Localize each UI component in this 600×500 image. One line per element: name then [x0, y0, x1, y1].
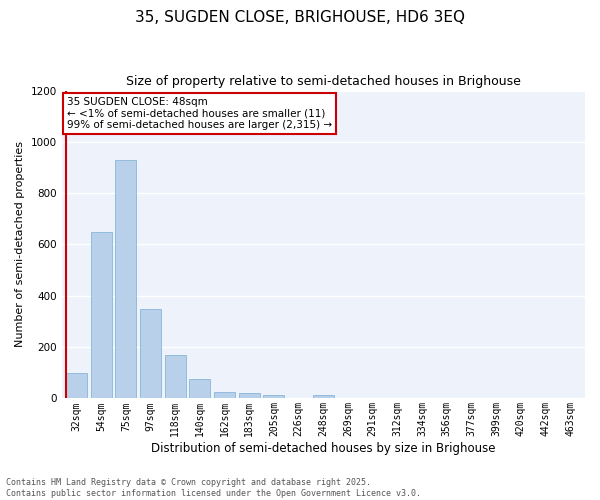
Bar	[91, 232, 112, 398]
Bar	[115, 160, 136, 398]
Text: 35 SUGDEN CLOSE: 48sqm
← <1% of semi-detached houses are smaller (11)
99% of sem: 35 SUGDEN CLOSE: 48sqm ← <1% of semi-det…	[67, 96, 332, 130]
Text: 35, SUGDEN CLOSE, BRIGHOUSE, HD6 3EQ: 35, SUGDEN CLOSE, BRIGHOUSE, HD6 3EQ	[135, 10, 465, 25]
Text: Contains HM Land Registry data © Crown copyright and database right 2025.
Contai: Contains HM Land Registry data © Crown c…	[6, 478, 421, 498]
Bar	[190, 379, 211, 398]
Bar	[140, 308, 161, 398]
Y-axis label: Number of semi-detached properties: Number of semi-detached properties	[15, 142, 25, 348]
Bar	[313, 394, 334, 398]
Bar	[165, 355, 186, 399]
Bar	[263, 394, 284, 398]
Bar	[214, 392, 235, 398]
X-axis label: Distribution of semi-detached houses by size in Brighouse: Distribution of semi-detached houses by …	[151, 442, 496, 455]
Title: Size of property relative to semi-detached houses in Brighouse: Size of property relative to semi-detach…	[126, 75, 521, 88]
Bar	[66, 373, 87, 398]
Bar	[239, 394, 260, 398]
